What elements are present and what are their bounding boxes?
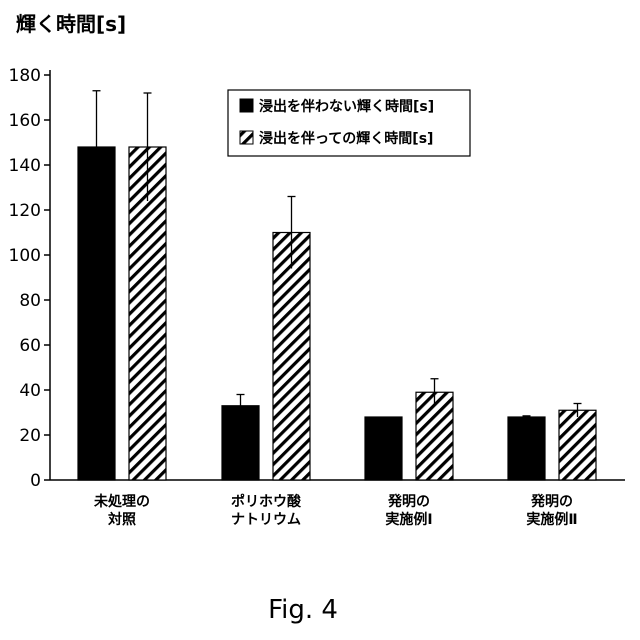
y-tick-label: 160 bbox=[9, 111, 41, 131]
category-label: 対照 bbox=[107, 511, 136, 528]
figure-caption: Fig. 4 bbox=[268, 595, 338, 625]
category-label: ナトリウム bbox=[231, 512, 301, 528]
y-tick-label: 40 bbox=[19, 381, 41, 401]
bars bbox=[78, 147, 596, 480]
y-ticks: 0 20 40 60 80 100 120 140 160 180 bbox=[9, 66, 50, 491]
y-tick-label: 180 bbox=[9, 66, 41, 86]
legend: 浸出を伴わない輝く時間[s] 浸出を伴っての輝く時間[s] bbox=[228, 90, 470, 156]
y-tick-label: 140 bbox=[9, 156, 41, 176]
legend-label-without-leaching: 浸出を伴わない輝く時間[s] bbox=[259, 98, 434, 115]
legend-swatch-hatched bbox=[240, 131, 253, 144]
bar-without-leaching bbox=[508, 417, 545, 480]
y-tick-label: 100 bbox=[9, 246, 41, 266]
y-tick-label: 120 bbox=[9, 201, 41, 221]
y-tick-label: 60 bbox=[19, 336, 41, 356]
category-label: 実施例Ⅱ bbox=[526, 511, 577, 528]
bar-with-leaching bbox=[559, 410, 596, 480]
bar-without-leaching bbox=[365, 417, 402, 480]
bar-with-leaching bbox=[273, 233, 310, 481]
category-labels: 未処理の対照ポリホウ酸ナトリウム発明の実施例Ⅰ発明の実施例Ⅱ bbox=[94, 493, 578, 528]
category-label: ポリホウ酸 bbox=[231, 493, 302, 510]
y-tick-label: 0 bbox=[30, 471, 41, 491]
legend-label-with-leaching: 浸出を伴っての輝く時間[s] bbox=[259, 130, 433, 147]
y-axis-label: 輝く時間[s] bbox=[16, 12, 126, 36]
y-tick-label: 20 bbox=[19, 426, 41, 446]
legend-swatch-solid bbox=[240, 99, 253, 112]
y-tick-label: 80 bbox=[19, 291, 41, 311]
category-label: 実施例Ⅰ bbox=[385, 511, 432, 528]
category-label: 未処理の bbox=[94, 493, 150, 510]
category-label: 発明の bbox=[387, 493, 430, 510]
category-label: 発明の bbox=[530, 493, 573, 510]
